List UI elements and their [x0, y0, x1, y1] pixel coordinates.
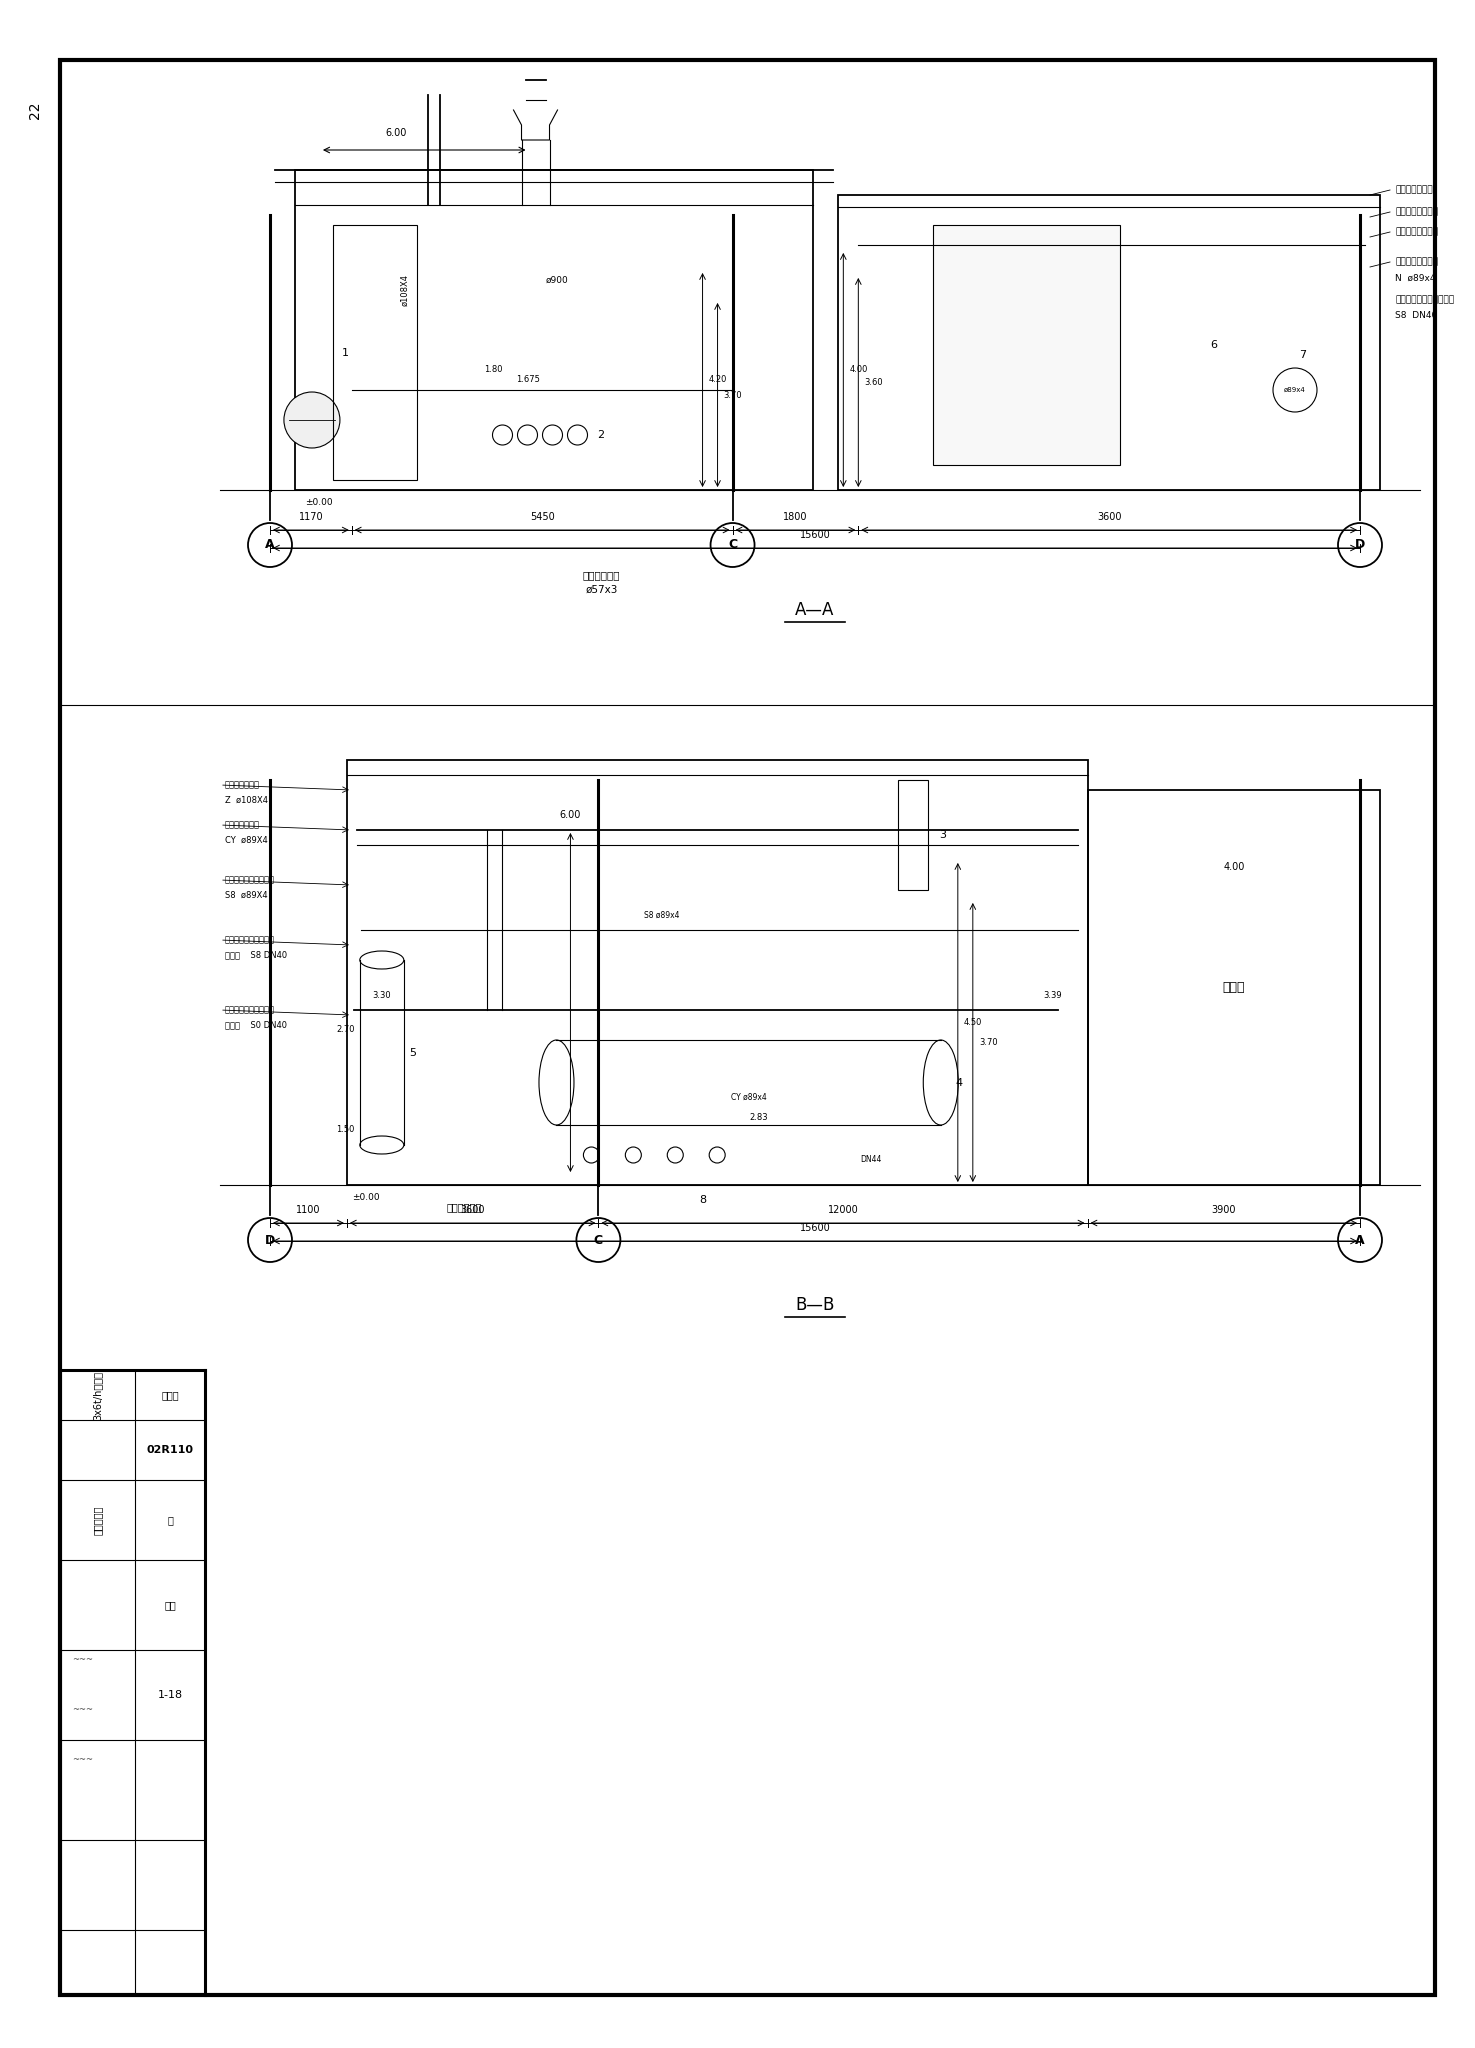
Text: 接全自动鐕离子交换器: 接全自动鐕离子交换器 — [226, 936, 274, 944]
Text: 2: 2 — [597, 430, 605, 440]
Text: 5450: 5450 — [530, 512, 555, 522]
Text: 3.39: 3.39 — [1043, 991, 1062, 999]
Text: 蜀汗管接除氧器: 蜀汗管接除氧器 — [226, 780, 260, 788]
Text: 12000: 12000 — [827, 1204, 858, 1214]
Text: 4.00: 4.00 — [1223, 862, 1245, 872]
Text: C: C — [729, 539, 738, 551]
Text: 7: 7 — [1299, 350, 1307, 360]
Text: D: D — [1356, 539, 1366, 551]
Text: A: A — [266, 539, 274, 551]
Text: 页: 页 — [167, 1516, 173, 1526]
Text: ø57x3: ø57x3 — [586, 586, 618, 596]
Text: 6.00: 6.00 — [559, 811, 581, 819]
Text: ±0.00: ±0.00 — [353, 1194, 379, 1202]
Text: 3600: 3600 — [1097, 512, 1121, 522]
Text: 接自除氧水泵出口总管: 接自除氧水泵出口总管 — [226, 874, 274, 885]
Circle shape — [1338, 1219, 1382, 1262]
Text: 6: 6 — [1210, 340, 1217, 350]
Text: ø89x4: ø89x4 — [1285, 387, 1305, 393]
Text: 3600: 3600 — [460, 1204, 485, 1214]
Bar — [934, 225, 1120, 465]
Text: 4.50: 4.50 — [963, 1018, 982, 1026]
Text: 管道平面图: 管道平面图 — [93, 1505, 102, 1534]
Bar — [347, 760, 1087, 1186]
Text: 图集号: 图集号 — [161, 1391, 178, 1401]
Text: 1.80: 1.80 — [484, 365, 503, 375]
Text: D: D — [266, 1233, 276, 1247]
Text: 2.70: 2.70 — [336, 1026, 355, 1034]
Text: A: A — [1356, 1233, 1364, 1247]
Circle shape — [577, 1219, 621, 1262]
Text: 控制室: 控制室 — [1223, 981, 1245, 993]
Text: 3x6t/h锅炉房: 3x6t/h锅炉房 — [93, 1370, 102, 1419]
Text: 3.30: 3.30 — [373, 991, 391, 999]
Text: ø900: ø900 — [546, 276, 568, 285]
Text: CY  ø89X4: CY ø89X4 — [226, 836, 268, 844]
Text: B—B: B—B — [795, 1296, 835, 1315]
Text: 1.50: 1.50 — [336, 1126, 355, 1135]
Text: 1800: 1800 — [783, 512, 808, 522]
Text: 22: 22 — [28, 100, 41, 119]
Text: 3900: 3900 — [1211, 1204, 1236, 1214]
Text: N  ø89x4: N ø89x4 — [1395, 274, 1435, 283]
Text: S8 ø89x4: S8 ø89x4 — [643, 911, 678, 920]
Bar — [898, 780, 928, 891]
Text: 接连续排污管: 接连续排污管 — [447, 1202, 482, 1212]
Bar — [1087, 791, 1381, 1186]
Text: ±0.00: ±0.00 — [305, 498, 333, 508]
Text: 3.70: 3.70 — [724, 391, 742, 399]
Bar — [333, 225, 417, 479]
Text: 2.83: 2.83 — [749, 1112, 768, 1122]
Text: S8  ø89X4: S8 ø89X4 — [226, 891, 267, 899]
Text: 加压泵出水母管: 加压泵出水母管 — [226, 821, 260, 829]
Text: C: C — [594, 1233, 603, 1247]
Text: 3.60: 3.60 — [864, 379, 884, 387]
Text: 接排污降温池: 接排污降温池 — [583, 569, 620, 580]
Text: 15600: 15600 — [799, 530, 830, 541]
Text: 图号: 图号 — [164, 1599, 176, 1610]
Text: 1170: 1170 — [298, 512, 323, 522]
Text: 3.70: 3.70 — [979, 1038, 997, 1047]
Text: 出水口    S8 DN40: 出水口 S8 DN40 — [226, 950, 288, 961]
Circle shape — [248, 522, 292, 567]
Text: 蜀汗母管接外网: 蜀汗母管接外网 — [1395, 186, 1432, 195]
Text: S8  DN40: S8 DN40 — [1395, 311, 1437, 319]
Text: Z  ø108X4: Z ø108X4 — [226, 795, 268, 805]
Text: 1: 1 — [342, 348, 350, 358]
Text: DN44: DN44 — [860, 1155, 882, 1165]
Text: 6.00: 6.00 — [385, 127, 407, 137]
Text: 1-18: 1-18 — [158, 1690, 183, 1700]
Text: 接自鐕离子交换器出水管: 接自鐕离子交换器出水管 — [1395, 295, 1454, 305]
Text: ~~~: ~~~ — [72, 1655, 93, 1665]
Text: ~~~: ~~~ — [72, 1755, 93, 1765]
Text: A—A: A—A — [795, 600, 835, 618]
Circle shape — [711, 522, 755, 567]
Text: CY ø89x4: CY ø89x4 — [730, 1094, 767, 1102]
Circle shape — [1338, 522, 1382, 567]
Text: ~~~: ~~~ — [72, 1706, 93, 1714]
Text: 1100: 1100 — [296, 1204, 320, 1214]
Text: 接加压泵出水导管: 接加压泵出水导管 — [1395, 207, 1438, 217]
Text: 4.00: 4.00 — [850, 365, 867, 375]
Text: 3: 3 — [940, 829, 947, 840]
Text: 02R110: 02R110 — [146, 1446, 193, 1454]
Bar — [838, 195, 1381, 489]
Text: ø108X4: ø108X4 — [400, 274, 409, 305]
Circle shape — [283, 391, 339, 449]
Text: 5: 5 — [409, 1047, 416, 1057]
Text: 15600: 15600 — [799, 1223, 830, 1233]
Text: 4: 4 — [956, 1077, 963, 1087]
Text: 1.675: 1.675 — [516, 375, 540, 385]
Text: 接自外网凝结回水: 接自外网凝结回水 — [1395, 258, 1438, 266]
Circle shape — [248, 1219, 292, 1262]
Text: 8: 8 — [699, 1194, 707, 1204]
Bar — [295, 170, 813, 489]
Text: 4.20: 4.20 — [708, 375, 727, 385]
Text: 接除氧水算进水口: 接除氧水算进水口 — [1395, 227, 1438, 236]
Text: 进水口    S0 DN40: 进水口 S0 DN40 — [226, 1020, 288, 1030]
Text: 接全自动鐕离子交换器: 接全自动鐕离子交换器 — [226, 1006, 274, 1014]
